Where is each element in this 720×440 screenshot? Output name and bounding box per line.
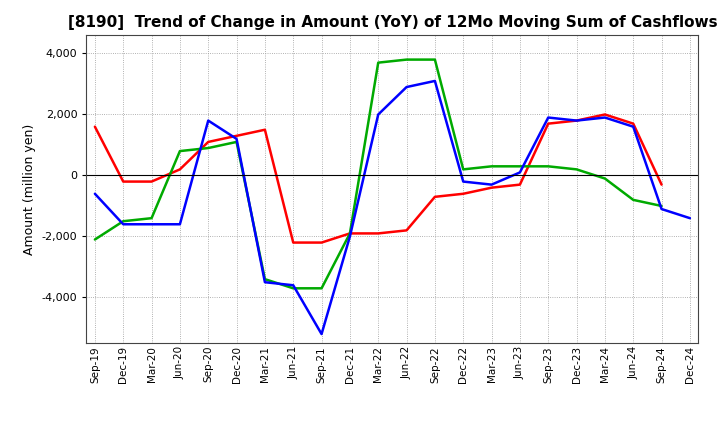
- Operating Cashflow: [119, 179, 127, 184]
- Free Cashflow: [657, 206, 666, 212]
- Investing Cashflow: [91, 237, 99, 242]
- Investing Cashflow: [119, 219, 127, 224]
- Free Cashflow: [119, 222, 127, 227]
- Operating Cashflow: [176, 167, 184, 172]
- Investing Cashflow: [318, 286, 326, 291]
- Free Cashflow: [204, 118, 212, 123]
- Investing Cashflow: [374, 60, 382, 65]
- Investing Cashflow: [544, 164, 552, 169]
- Y-axis label: Amount (million yen): Amount (million yen): [23, 124, 36, 255]
- Investing Cashflow: [204, 145, 212, 150]
- Line: Free Cashflow: Free Cashflow: [95, 81, 690, 334]
- Operating Cashflow: [459, 191, 467, 196]
- Free Cashflow: [374, 112, 382, 117]
- Operating Cashflow: [516, 182, 524, 187]
- Investing Cashflow: [516, 164, 524, 169]
- Free Cashflow: [516, 170, 524, 175]
- Free Cashflow: [91, 191, 99, 196]
- Operating Cashflow: [233, 133, 241, 139]
- Free Cashflow: [685, 216, 694, 221]
- Investing Cashflow: [148, 216, 156, 221]
- Investing Cashflow: [572, 167, 581, 172]
- Free Cashflow: [176, 222, 184, 227]
- Investing Cashflow: [346, 231, 354, 236]
- Investing Cashflow: [657, 203, 666, 209]
- Free Cashflow: [346, 234, 354, 239]
- Operating Cashflow: [600, 112, 609, 117]
- Operating Cashflow: [289, 240, 297, 245]
- Line: Operating Cashflow: Operating Cashflow: [95, 114, 662, 242]
- Operating Cashflow: [318, 240, 326, 245]
- Free Cashflow: [261, 279, 269, 285]
- Title: [8190]  Trend of Change in Amount (YoY) of 12Mo Moving Sum of Cashflows: [8190] Trend of Change in Amount (YoY) o…: [68, 15, 717, 30]
- Free Cashflow: [431, 78, 439, 84]
- Free Cashflow: [289, 282, 297, 288]
- Operating Cashflow: [487, 185, 496, 191]
- Operating Cashflow: [572, 118, 581, 123]
- Free Cashflow: [572, 118, 581, 123]
- Free Cashflow: [318, 331, 326, 337]
- Operating Cashflow: [346, 231, 354, 236]
- Line: Investing Cashflow: Investing Cashflow: [95, 59, 662, 288]
- Free Cashflow: [148, 222, 156, 227]
- Operating Cashflow: [204, 139, 212, 145]
- Operating Cashflow: [148, 179, 156, 184]
- Investing Cashflow: [629, 197, 637, 202]
- Operating Cashflow: [629, 121, 637, 126]
- Investing Cashflow: [600, 176, 609, 181]
- Free Cashflow: [459, 179, 467, 184]
- Operating Cashflow: [657, 182, 666, 187]
- Investing Cashflow: [233, 139, 241, 145]
- Free Cashflow: [233, 136, 241, 142]
- Operating Cashflow: [261, 127, 269, 132]
- Free Cashflow: [600, 115, 609, 120]
- Operating Cashflow: [544, 121, 552, 126]
- Free Cashflow: [544, 115, 552, 120]
- Investing Cashflow: [176, 148, 184, 154]
- Operating Cashflow: [374, 231, 382, 236]
- Free Cashflow: [487, 182, 496, 187]
- Investing Cashflow: [402, 57, 411, 62]
- Investing Cashflow: [487, 164, 496, 169]
- Free Cashflow: [402, 84, 411, 90]
- Operating Cashflow: [431, 194, 439, 199]
- Investing Cashflow: [289, 286, 297, 291]
- Operating Cashflow: [402, 228, 411, 233]
- Investing Cashflow: [431, 57, 439, 62]
- Investing Cashflow: [459, 167, 467, 172]
- Free Cashflow: [629, 124, 637, 129]
- Investing Cashflow: [261, 276, 269, 282]
- Operating Cashflow: [91, 124, 99, 129]
